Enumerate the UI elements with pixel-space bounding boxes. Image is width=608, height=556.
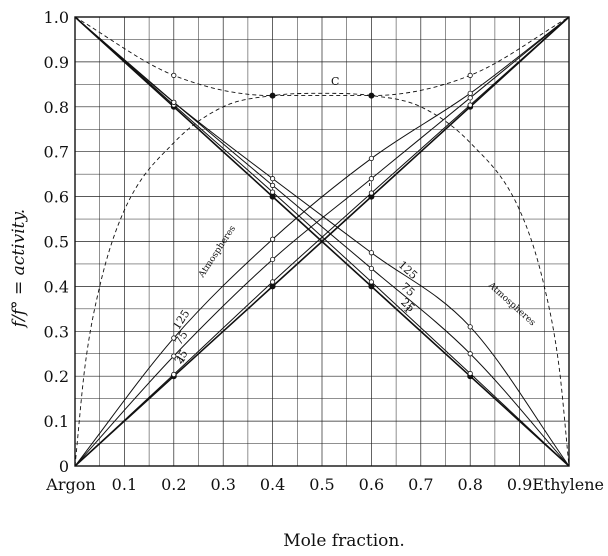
y-tick-label: 0.5 [44, 233, 69, 252]
left-atmospheres-label: Atmospheres [197, 224, 239, 281]
x-tick-label: 0.3 [210, 475, 235, 494]
series-line-rising-125 [74, 16, 570, 467]
data-point-sum-c [171, 72, 177, 78]
x-tick-label: 0.6 [359, 475, 384, 494]
y-tick-label: 0.3 [44, 322, 69, 341]
series-line-dome-dome [74, 92, 570, 467]
series-line-falling-25 [74, 16, 570, 467]
y-tick-label: 0.8 [44, 98, 69, 117]
data-point-rising-125 [467, 90, 473, 96]
tick-mark-annotation: ' [368, 181, 371, 194]
y-tick-label: 0.2 [44, 367, 69, 386]
x-tick-label: 0.9 [507, 475, 532, 494]
data-point-falling-75 [269, 182, 276, 188]
data-point-sum-c [467, 72, 473, 78]
right-atmospheres-label: Atmospheres [485, 280, 537, 328]
x-tick-label: 0.7 [408, 475, 433, 494]
data-point-sum-c [368, 92, 375, 99]
series-label-falling-75: 75 [398, 280, 417, 299]
series-layer [74, 16, 570, 467]
data-point-rising-75 [269, 256, 276, 263]
data-point-rising-125 [269, 236, 276, 242]
data-point-falling-1 [269, 193, 276, 200]
data-point-rising-75 [368, 176, 374, 182]
data-point-rising-75 [467, 95, 473, 101]
data-point-falling-125 [467, 324, 473, 330]
data-point-falling-75 [368, 265, 374, 272]
plot-frame [74, 16, 570, 467]
data-point-falling-125 [171, 99, 177, 105]
y-tick-label: 0 [59, 457, 69, 476]
data-point-sum-c [269, 92, 276, 99]
y-tick-label: 0.4 [44, 277, 69, 296]
x-tick-label: 0.2 [161, 475, 186, 494]
y-tick-label: 0.7 [44, 143, 69, 162]
data-point-rising-25 [269, 279, 276, 285]
series-label-falling-125: 125 [396, 258, 420, 282]
sum-curve-label-c: C [331, 75, 339, 88]
data-point-falling-25 [368, 279, 374, 285]
y-tick-label: 0.6 [44, 188, 69, 207]
y-axis-title: f/f° = activity. [9, 209, 29, 329]
x-tick-label: 0.1 [112, 475, 137, 494]
series-label-rising-25: 25 [172, 347, 191, 366]
x-tick-label: 0.8 [457, 475, 482, 494]
series-label-rising-75: 75 [172, 329, 191, 348]
axes [74, 16, 570, 467]
data-point-rising-125 [171, 335, 177, 341]
y-tick-label: 0.9 [44, 53, 69, 72]
labels: Mole fraction. f/f° = activity. C Atmosp… [9, 8, 604, 551]
data-point-rising-1 [269, 283, 276, 290]
series-line-sum-c [74, 16, 570, 97]
x-tick-label: Ethylene [532, 475, 604, 494]
y-tick-label: 1.0 [44, 8, 69, 27]
data-point-rising-25 [368, 190, 374, 196]
series-label-falling-25: 25 [398, 296, 417, 315]
data-point-falling-25 [467, 370, 473, 377]
x-tick-label: Argon [45, 475, 95, 494]
x-tick-label: 0.5 [309, 475, 334, 494]
series-label-rising-125: 125 [170, 307, 192, 332]
data-point-rising-25 [467, 102, 473, 108]
data-point-rising-25 [171, 371, 177, 378]
data-point-falling-125 [269, 176, 276, 182]
x-axis-title: Mole fraction. [283, 531, 404, 551]
data-point-rising-75 [171, 353, 177, 359]
data-point-falling-1 [368, 283, 375, 290]
y-tick-label: 0.1 [44, 412, 69, 431]
data-point-falling-125 [368, 250, 374, 256]
series-line-rising-75 [74, 16, 570, 467]
data-point-falling-75 [467, 351, 473, 357]
series-line-falling-1 [74, 16, 570, 467]
x-tick-label: 0.4 [260, 475, 285, 494]
data-point-falling-25 [269, 189, 276, 195]
markers [170, 72, 474, 380]
data-point-rising-125 [368, 155, 374, 162]
grid [75, 17, 569, 466]
series-line-falling-125 [74, 16, 570, 467]
